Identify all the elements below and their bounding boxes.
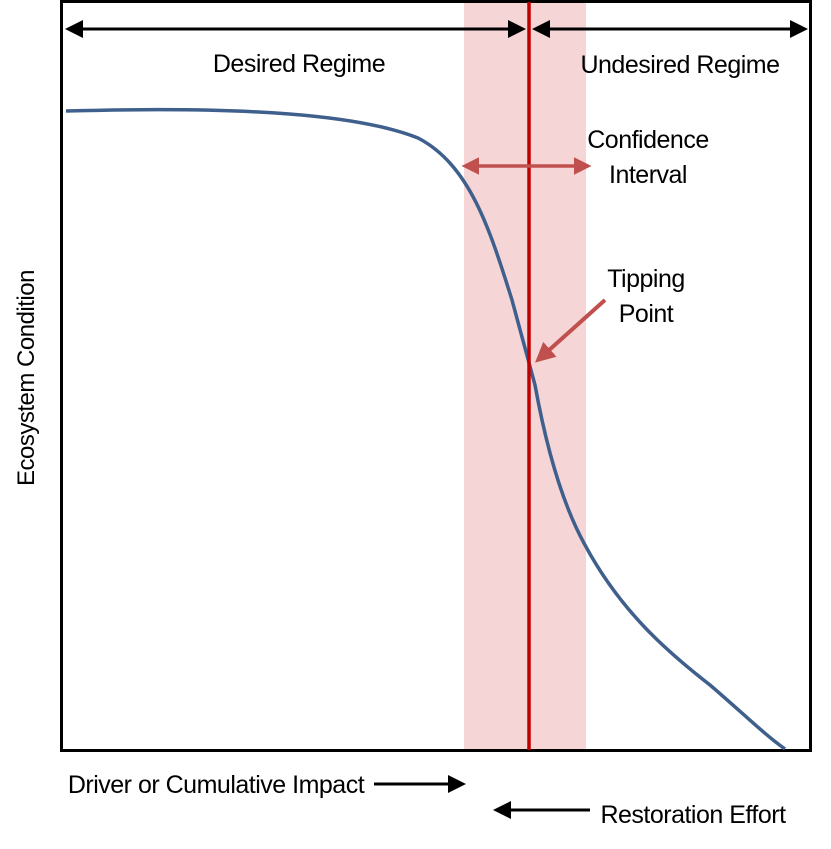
confidence-interval-label-line1: Confidence	[587, 126, 708, 154]
restoration-label: Restoration Effort	[600, 801, 786, 829]
tipping-point-arrow	[535, 298, 607, 363]
desired-regime-label: Desired Regime	[213, 50, 385, 78]
tipping-point-label-line2: Point	[619, 300, 674, 328]
ecosystem-condition-curve	[65, 107, 787, 751]
tipping-point-label-line1: Tipping	[607, 265, 685, 293]
y-axis-label: Ecosystem Condition	[13, 270, 40, 486]
undesired-regime-label: Undesired Regime	[580, 51, 779, 79]
driver-label: Driver or Cumulative Impact	[68, 771, 365, 799]
confidence-interval-band	[464, 2, 586, 750]
plot-frame	[60, 0, 812, 752]
confidence-interval-label-line2: Interval	[609, 161, 687, 189]
